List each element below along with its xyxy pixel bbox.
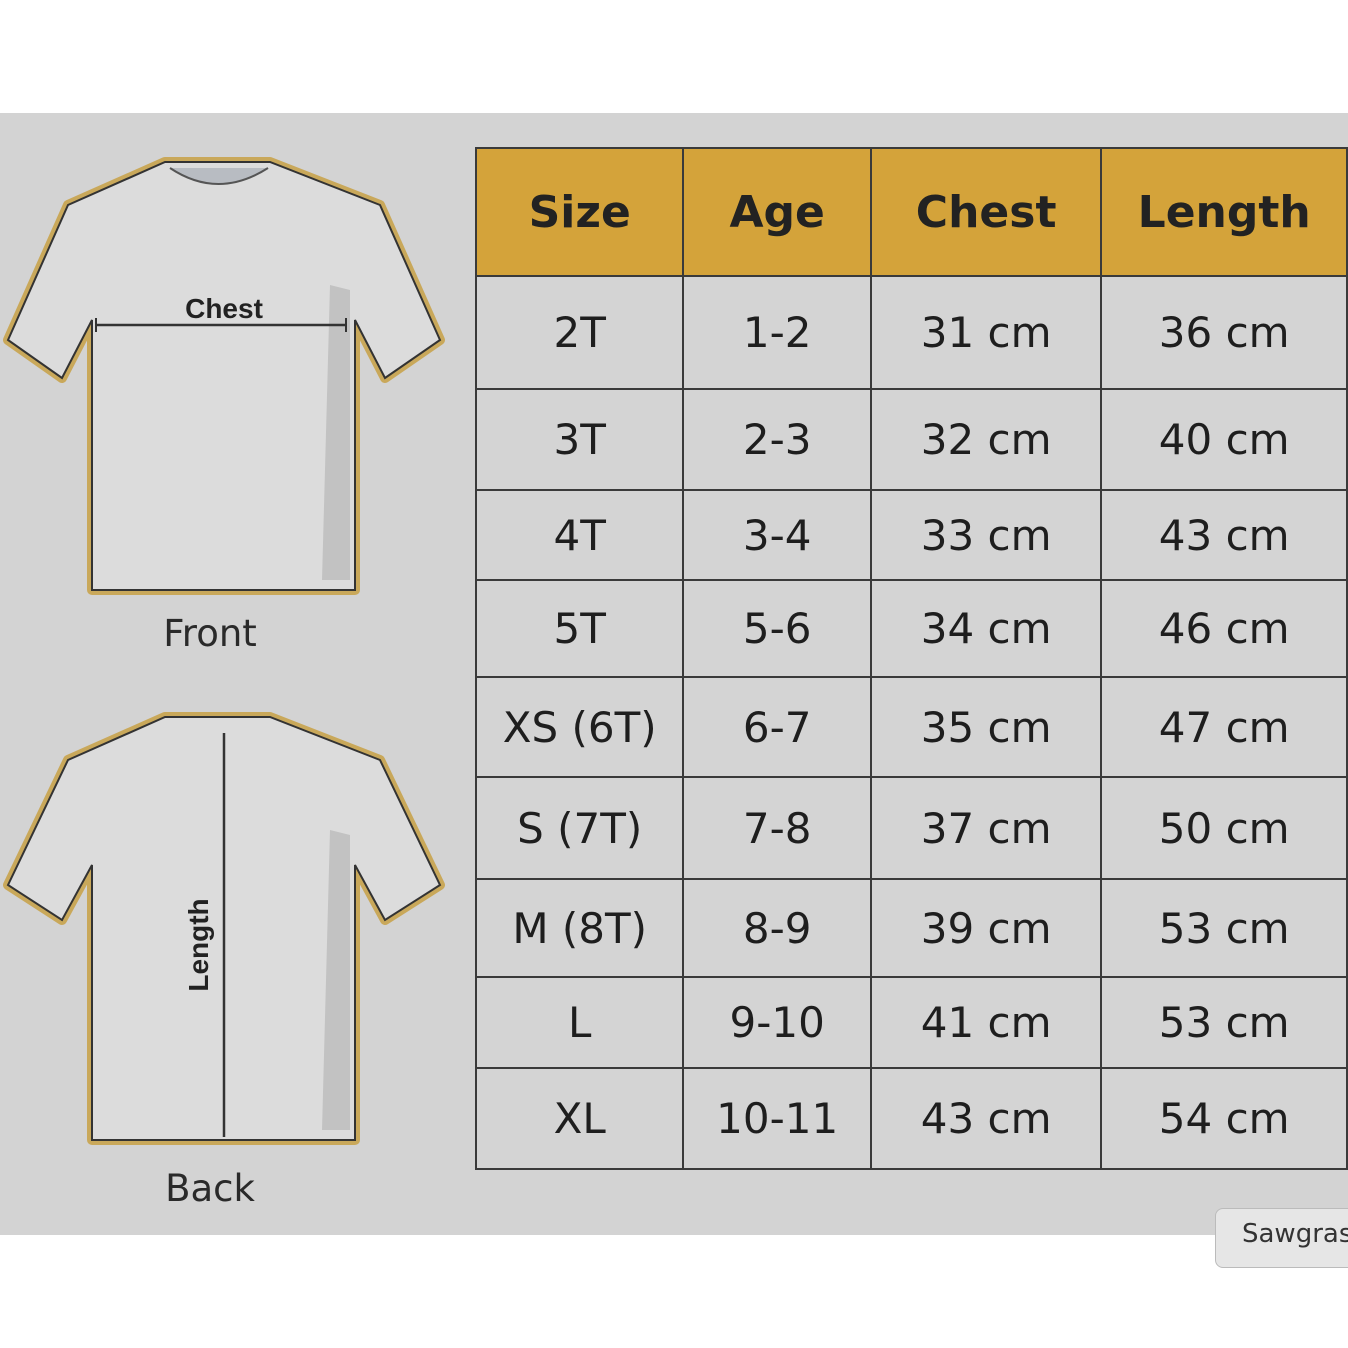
table-cell: 4T <box>474 489 685 581</box>
table-cell: 5T <box>474 579 685 678</box>
back-label: Back <box>165 1167 255 1210</box>
size-chart-table: Size Age Chest Length 2T 1-2 31 cm 36 cm 3T 2-3 3… <box>474 147 1348 1170</box>
table-row: M (8T) 8-9 39 cm 53 cm <box>474 878 1348 978</box>
table-row: L 9-10 41 cm 53 cm <box>474 976 1348 1069</box>
table-cell: 2T <box>474 275 685 390</box>
table-cell: 7-8 <box>682 776 872 880</box>
front-label: Front <box>163 612 257 655</box>
table-cell: 35 cm <box>869 676 1103 778</box>
table-cell: 50 cm <box>1100 776 1348 880</box>
column-header: Size <box>474 147 685 277</box>
table-cell: 47 cm <box>1100 676 1348 778</box>
chest-label: Chest <box>185 293 263 324</box>
table-row: 3T 2-3 32 cm 40 cm <box>474 388 1348 491</box>
table-cell: 9-10 <box>682 976 872 1069</box>
table-cell: 3-4 <box>682 489 872 581</box>
partial-tab[interactable]: Sawgras <box>1215 1208 1348 1268</box>
table-row: S (7T) 7-8 37 cm 50 cm <box>474 776 1348 880</box>
tshirt-front-diagram: Chest <box>3 157 445 595</box>
table-cell: 36 cm <box>1100 275 1348 390</box>
column-header: Age <box>682 147 872 277</box>
column-header: Chest <box>869 147 1103 277</box>
table-cell: 3T <box>474 388 685 491</box>
table-cell: 6-7 <box>682 676 872 778</box>
table-cell: S (7T) <box>474 776 685 880</box>
table-cell: 54 cm <box>1100 1067 1348 1170</box>
table-cell: 34 cm <box>869 579 1103 678</box>
table-cell: 1-2 <box>682 275 872 390</box>
table-row: 5T 5-6 34 cm 46 cm <box>474 579 1348 678</box>
column-header: Length <box>1100 147 1348 277</box>
table-row: 4T 3-4 33 cm 43 cm <box>474 489 1348 581</box>
table-cell: 8-9 <box>682 878 872 978</box>
table-cell: 2-3 <box>682 388 872 491</box>
tshirt-back-diagram: Length <box>3 712 445 1145</box>
table-cell: 43 cm <box>869 1067 1103 1170</box>
table-cell: 39 cm <box>869 878 1103 978</box>
length-label: Length <box>183 898 214 991</box>
tab-label: Sawgras <box>1242 1219 1348 1249</box>
table-cell: 10-11 <box>682 1067 872 1170</box>
table-cell: L <box>474 976 685 1069</box>
table-cell: 41 cm <box>869 976 1103 1069</box>
table-cell: 32 cm <box>869 388 1103 491</box>
table-cell: 43 cm <box>1100 489 1348 581</box>
table-cell: 33 cm <box>869 489 1103 581</box>
table-row: 2T 1-2 31 cm 36 cm <box>474 275 1348 390</box>
table-cell: 40 cm <box>1100 388 1348 491</box>
table-cell: 5-6 <box>682 579 872 678</box>
table-cell: 46 cm <box>1100 579 1348 678</box>
table-cell: 53 cm <box>1100 878 1348 978</box>
table-cell: XL <box>474 1067 685 1170</box>
table-cell: XS (6T) <box>474 676 685 778</box>
table-cell: M (8T) <box>474 878 685 978</box>
table-cell: 31 cm <box>869 275 1103 390</box>
table-row: XL 10-11 43 cm 54 cm <box>474 1067 1348 1170</box>
table-cell: 53 cm <box>1100 976 1348 1069</box>
table-row: XS (6T) 6-7 35 cm 47 cm <box>474 676 1348 778</box>
table-cell: 37 cm <box>869 776 1103 880</box>
